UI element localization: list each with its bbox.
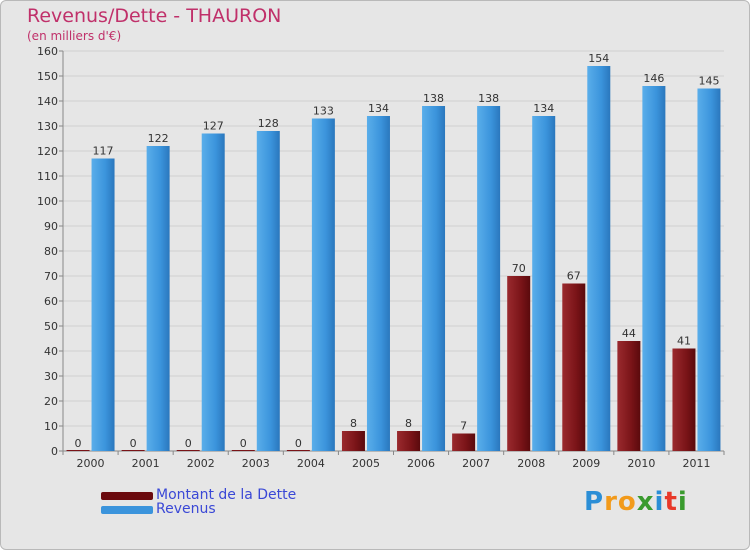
data-label-revenue: 122 [148, 132, 169, 145]
bar-revenue-2000 [91, 158, 115, 451]
bar-revenue-2011 [697, 88, 721, 451]
data-label-revenue: 138 [478, 92, 499, 105]
bar-revenue-2006 [422, 106, 446, 451]
legend-label-debt: Montant de la Dette [156, 487, 297, 503]
x-tick-label: 2009 [572, 457, 600, 470]
x-tick-label: 2002 [187, 457, 215, 470]
data-label-debt: 8 [350, 417, 357, 430]
y-tick-label: 60 [44, 295, 58, 308]
bar-debt-2002 [176, 450, 200, 451]
y-tick-label: 70 [44, 270, 58, 283]
x-tick-label: 2011 [682, 457, 710, 470]
data-label-revenue: 134 [368, 102, 389, 115]
bar-debt-2011 [672, 348, 696, 451]
bar-debt-2008 [507, 276, 531, 451]
bar-revenue-2007 [477, 106, 501, 451]
bar-debt-2001 [121, 450, 145, 451]
bar-revenue-2003 [256, 131, 280, 451]
y-tick-label: 110 [37, 170, 58, 183]
data-label-debt: 8 [405, 417, 412, 430]
y-tick-label: 0 [51, 445, 58, 458]
bar-debt-2010 [617, 341, 641, 451]
y-tick-label: 150 [37, 70, 58, 83]
bar-debt-2007 [452, 433, 476, 451]
data-label-debt: 41 [677, 335, 691, 348]
x-tick-label: 2000 [77, 457, 105, 470]
x-tick-label: 2001 [132, 457, 160, 470]
bar-debt-2003 [231, 450, 255, 451]
data-label-debt: 0 [185, 437, 192, 450]
y-tick-label: 100 [37, 195, 58, 208]
y-tick-label: 40 [44, 345, 58, 358]
y-tick-label: 80 [44, 245, 58, 258]
y-tick-label: 130 [37, 120, 58, 133]
logo-letter: x [636, 487, 655, 517]
x-tick-label: 2003 [242, 457, 270, 470]
logo-letter: P [584, 487, 605, 517]
bar-debt-2009 [562, 283, 586, 451]
bar-revenue-2008 [532, 116, 556, 451]
y-tick-label: 30 [44, 370, 58, 383]
bar-revenue-2010 [642, 86, 666, 451]
bar-debt-2006 [397, 431, 421, 451]
bar-revenue-2009 [587, 66, 611, 451]
bar-revenue-2001 [146, 146, 170, 451]
logo-letter: o [617, 487, 637, 517]
data-label-revenue: 146 [643, 72, 664, 85]
x-tick-label: 2004 [297, 457, 325, 470]
legend-swatch-debt [101, 492, 153, 500]
x-tick-label: 2008 [517, 457, 545, 470]
proxiti-logo: Proxiti [584, 487, 688, 517]
y-tick-label: 20 [44, 395, 58, 408]
x-tick-label: 2010 [627, 457, 655, 470]
data-label-revenue: 128 [258, 117, 279, 130]
data-label-debt: 0 [75, 437, 82, 450]
logo-letter: i [654, 487, 665, 517]
data-label-revenue: 138 [423, 92, 444, 105]
logo-letter: t [664, 487, 678, 517]
y-tick-label: 50 [44, 320, 58, 333]
y-tick-label: 90 [44, 220, 58, 233]
bar-debt-2004 [286, 450, 310, 451]
bar-revenue-2005 [366, 116, 390, 451]
chart-subtitle: (en milliers d'€) [27, 29, 122, 43]
y-tick-label: 160 [37, 45, 58, 58]
bar-revenue-2004 [311, 118, 335, 451]
data-label-debt: 67 [567, 270, 581, 283]
data-label-debt: 0 [295, 437, 302, 450]
data-label-revenue: 145 [698, 75, 719, 88]
y-tick-label: 120 [37, 145, 58, 158]
logo-letter: i [677, 487, 688, 517]
x-tick-label: 2007 [462, 457, 490, 470]
legend-swatch-revenue [101, 506, 153, 514]
y-tick-label: 140 [37, 95, 58, 108]
data-label-debt: 44 [622, 327, 636, 340]
logo-letter: r [604, 487, 618, 517]
data-label-revenue: 134 [533, 102, 554, 115]
data-label-debt: 7 [460, 420, 467, 433]
bar-debt-2005 [341, 431, 365, 451]
data-label-revenue: 127 [203, 120, 224, 133]
x-tick-label: 2005 [352, 457, 380, 470]
data-label-debt: 0 [240, 437, 247, 450]
y-tick-label: 10 [44, 420, 58, 433]
chart-title: Revenus/Dette - THAURON [27, 5, 282, 27]
data-label-debt: 0 [130, 437, 137, 450]
bar-debt-2000 [66, 450, 90, 451]
data-label-debt: 70 [512, 262, 526, 275]
data-label-revenue: 133 [313, 105, 334, 118]
bar-revenue-2002 [201, 133, 225, 451]
data-label-revenue: 154 [588, 52, 609, 65]
x-tick-label: 2006 [407, 457, 435, 470]
legend-label-revenue: Revenus [156, 501, 216, 517]
data-label-revenue: 117 [93, 145, 114, 158]
